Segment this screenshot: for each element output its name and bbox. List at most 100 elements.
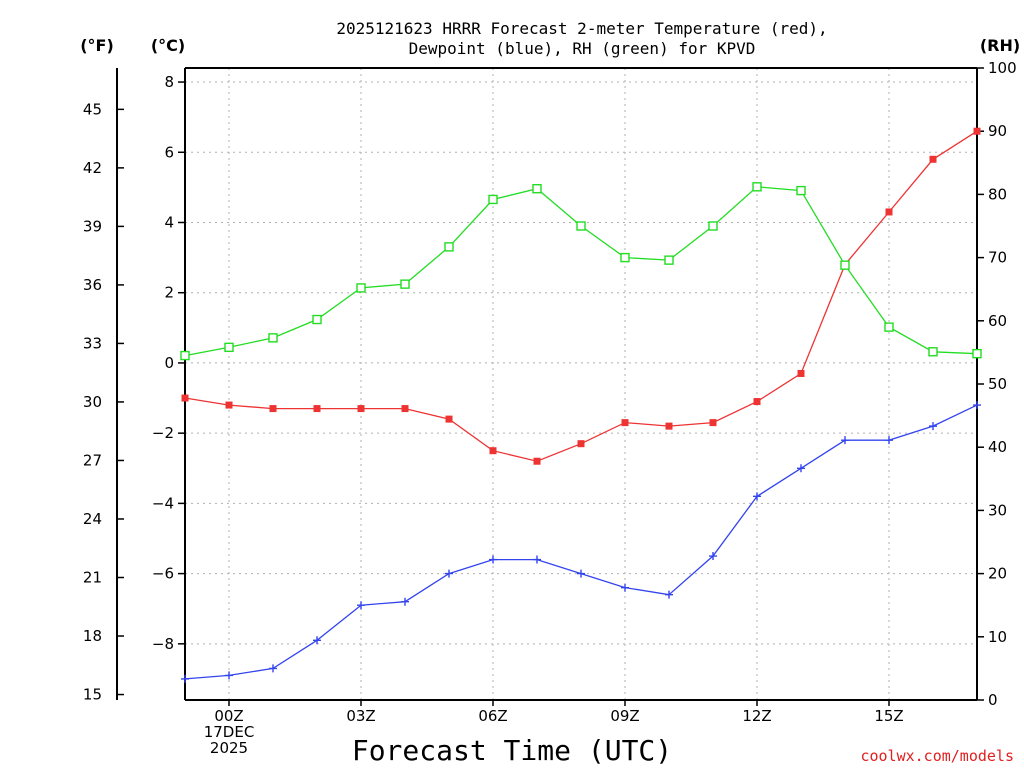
rh-tick-label: 10 (988, 628, 1007, 646)
rh-tick-label: 90 (988, 122, 1007, 140)
series-2-meter-temperature (181, 127, 981, 465)
fahrenheit-tick-label: 24 (83, 510, 102, 528)
fahrenheit-tick-label: 15 (83, 686, 102, 704)
rh-unit-label: (RH) (980, 36, 1020, 55)
credit-label: coolwx.com/models (860, 747, 1014, 765)
fahrenheit-tick-label: 33 (83, 334, 102, 352)
x-tick-label: 2025 (210, 739, 248, 757)
chart-title: 2025121623 HRRR Forecast 2-meter Tempera… (336, 19, 827, 58)
x-axis-title: Forecast Time (UTC) (352, 734, 672, 767)
celsius-tick-label: 8 (164, 73, 174, 91)
data-point (488, 194, 498, 205)
fahrenheit-tick-label: 42 (83, 159, 102, 177)
title-line-2: Dewpoint (blue), RH (green) for KPVD (409, 39, 756, 58)
data-point (928, 347, 938, 357)
data-point (357, 601, 365, 610)
rh-tick-label: 30 (988, 501, 1007, 519)
fahrenheit-unit-label: (°F) (80, 36, 114, 55)
rh-tick-label: 80 (988, 185, 1007, 203)
data-point (665, 422, 673, 430)
axes: 86420−2−4−6−8454239363330272421181510090… (83, 59, 1017, 757)
x-tick-label: 03Z (346, 707, 375, 725)
celsius-tick-label: 0 (164, 354, 174, 372)
data-point (753, 492, 761, 501)
data-point (224, 342, 234, 353)
data-point (444, 242, 454, 252)
data-point (225, 401, 233, 409)
fahrenheit-tick-label: 36 (83, 276, 102, 294)
rh-tick-label: 0 (988, 691, 998, 709)
data-point (797, 369, 805, 377)
data-point (181, 674, 189, 683)
title-line-1: 2025121623 HRRR Forecast 2-meter Tempera… (336, 19, 827, 38)
data-point (180, 350, 190, 361)
series-dewpoint (181, 401, 981, 683)
data-point (357, 405, 365, 413)
celsius-tick-label: −4 (152, 494, 174, 512)
fahrenheit-tick-label: 21 (83, 569, 102, 587)
celsius-tick-label: 2 (164, 284, 174, 302)
x-tick-label: 12Z (742, 707, 771, 725)
data-point (620, 252, 630, 263)
series-rh (180, 182, 982, 361)
data-point (445, 415, 453, 423)
x-tick-label: 17DEC (204, 723, 255, 741)
data-point (885, 208, 893, 216)
celsius-tick-label: −6 (152, 565, 174, 583)
data-point (445, 569, 453, 578)
data-point (312, 314, 322, 325)
data-point (356, 283, 366, 293)
data-point (709, 552, 717, 561)
data-point (709, 419, 717, 427)
data-point (753, 398, 761, 406)
data-point (752, 182, 762, 192)
rh-tick-label: 100 (988, 59, 1017, 77)
fahrenheit-tick-label: 45 (83, 100, 102, 118)
gridlines (185, 68, 977, 700)
data-point (841, 436, 849, 445)
fahrenheit-tick-label: 18 (83, 627, 102, 645)
data-point (533, 457, 541, 465)
data-point (973, 401, 981, 410)
data-point (840, 260, 850, 270)
rh-tick-label: 20 (988, 565, 1007, 583)
fahrenheit-tick-label: 30 (83, 393, 102, 411)
celsius-unit-label: (°C) (151, 36, 185, 55)
data-point (972, 348, 982, 359)
data-point (973, 127, 981, 135)
rh-tick-label: 40 (988, 438, 1007, 456)
celsius-tick-label: 6 (164, 143, 174, 161)
fahrenheit-tick-label: 39 (83, 217, 102, 235)
x-tick-label: 09Z (610, 707, 639, 725)
celsius-tick-label: 4 (164, 213, 174, 231)
celsius-tick-label: −8 (152, 635, 174, 653)
data-point (532, 184, 542, 194)
data-point (577, 440, 585, 448)
data-point (708, 221, 718, 231)
rh-tick-label: 50 (988, 375, 1007, 393)
data-point (268, 333, 278, 343)
data-point (796, 185, 806, 196)
data-point (313, 636, 321, 645)
data-point (885, 436, 893, 445)
celsius-tick-label: −2 (152, 424, 174, 442)
series-line (184, 186, 978, 357)
data-point (400, 279, 410, 289)
data-point (181, 394, 189, 402)
data-point (797, 464, 805, 473)
data-point (664, 255, 674, 265)
data-point (313, 405, 321, 413)
data-point (269, 664, 277, 673)
fahrenheit-tick-label: 27 (83, 451, 102, 469)
data-point (489, 447, 497, 455)
data-point (576, 221, 586, 231)
data-point (929, 422, 937, 431)
x-tick-label: 15Z (874, 707, 903, 725)
data-point (269, 405, 277, 413)
data-point (533, 555, 541, 564)
data-point (621, 583, 629, 592)
data-point (489, 555, 497, 564)
data-point (577, 569, 585, 578)
data-point (929, 155, 937, 163)
